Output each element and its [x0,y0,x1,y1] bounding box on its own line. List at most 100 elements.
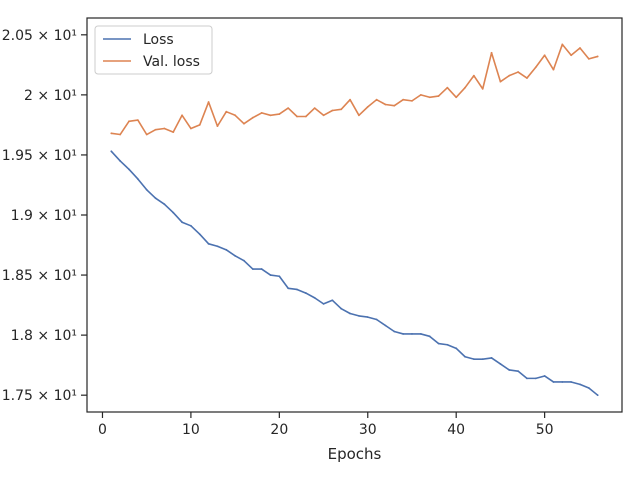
data-point [225,110,228,113]
data-point [375,98,378,101]
data-point [163,203,166,206]
data-point [172,211,175,214]
data-point [543,375,546,377]
data-point [110,150,113,153]
data-point [216,125,219,128]
data-point [446,86,449,89]
data-point [198,233,201,236]
data-point [402,98,405,101]
data-point [313,296,316,299]
data-point [490,51,493,54]
data-point [596,55,599,58]
data-point [349,98,351,101]
data-point [499,80,502,83]
data-point [119,133,122,136]
data-point [243,122,245,125]
series-line-val-loss [111,43,598,136]
legend-label: Val. loss [143,54,200,70]
data-point [579,383,581,386]
data-point [419,333,422,335]
data-point [234,254,237,257]
x-tick-label: 20 [270,422,288,438]
data-point [260,268,263,270]
data-point [207,242,210,245]
data-point [384,103,387,106]
x-axis: 0 10 20 30 40 50 [98,412,554,438]
data-point [534,377,537,380]
data-point [190,224,192,227]
data-point [561,43,564,46]
data-point [570,381,573,383]
data-point [296,115,298,118]
data-point [207,101,210,103]
data-point [455,347,458,350]
data-point [251,116,254,119]
x-tick-label: 0 [98,422,107,438]
x-tick-label: 40 [447,422,465,438]
data-point [508,74,511,77]
data-point [181,221,183,224]
y-tick-label: 1.85 × 10¹ [2,268,77,284]
data-point [481,87,484,90]
data-point [304,115,307,118]
data-point [570,54,573,57]
x-tick-label: 30 [359,422,377,438]
y-tick-label: 2 × 10¹ [24,88,77,104]
data-point [472,358,475,361]
data-point [340,108,343,111]
data-point [437,95,440,97]
y-tick-label: 1.8 × 10¹ [11,328,77,344]
data-point [331,299,334,302]
data-point [517,370,519,373]
data-point [278,113,281,115]
data-point [596,394,599,397]
x-tick-label: 50 [536,422,554,438]
data-point [269,114,272,117]
data-point [145,133,148,136]
data-point [128,168,130,171]
data-point [110,132,113,135]
data-point [375,318,378,321]
data-point [260,111,263,114]
data-point [243,259,245,262]
data-point [128,120,130,123]
data-point [464,355,466,358]
data-point [384,324,387,327]
data-point [411,333,413,335]
data-point [322,114,325,117]
data-point [517,71,519,73]
x-axis-label: Epochs [328,445,382,463]
data-point [411,99,413,102]
series-layer [110,43,599,397]
data-point [366,105,369,108]
data-point [154,128,157,131]
data-point [145,188,148,191]
y-tick-label: 1.75 × 10¹ [2,388,77,404]
y-axis: 1.75 × 10¹ 1.8 × 10¹ 1.85 × 10¹ 1.9 × 10¹ 1.… [2,28,87,404]
data-point [587,57,590,60]
data-point [251,268,254,270]
data-point [402,333,405,335]
data-point [552,68,555,71]
data-point [331,109,334,112]
data-point [428,335,431,338]
x-tick-label: 10 [182,422,200,438]
data-point [552,381,555,383]
data-point [287,107,290,109]
data-point [190,127,192,130]
data-point [358,114,360,117]
data-point [393,330,396,333]
y-tick-label: 1.9 × 10¹ [11,208,77,224]
y-tick-label: 2.05 × 10¹ [2,28,77,44]
data-point [561,381,564,383]
legend-label: Loss [143,32,174,48]
y-tick-label: 1.95 × 10¹ [2,148,77,164]
data-point [287,287,290,290]
legend: Loss Val. loss [94,25,213,75]
data-point [119,160,122,162]
data-point [136,119,139,122]
data-point [313,107,316,109]
data-point [163,127,166,130]
data-point [358,315,360,317]
